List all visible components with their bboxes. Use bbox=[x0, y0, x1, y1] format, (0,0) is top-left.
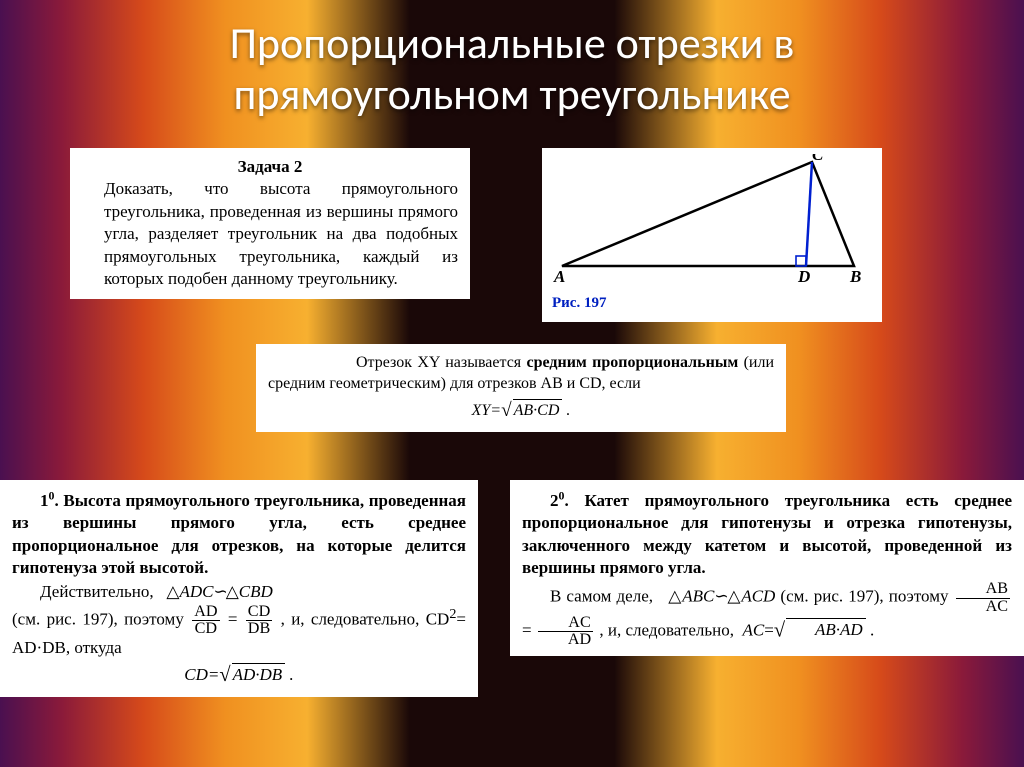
stmt2-rlhs: AC bbox=[742, 620, 764, 639]
card-task: Задача 2 Доказать, что высота прямоуголь… bbox=[70, 148, 470, 299]
label-B: B bbox=[849, 267, 861, 284]
stmt1-lead: Действительно, bbox=[40, 582, 154, 601]
def-bold: средним пропорциональным bbox=[527, 354, 739, 371]
title-line2: прямоугольном треугольнике bbox=[233, 67, 790, 121]
stmt2-lead: В самом деле, bbox=[550, 587, 653, 606]
stmt2-f2d: AD bbox=[538, 632, 593, 648]
stmt1-headline: Высота прямоугольного треугольника, пров… bbox=[12, 491, 466, 577]
triangle-diagram: A B C D bbox=[552, 154, 870, 284]
page-title: Пропорциональные отрезки в прямоугольном… bbox=[0, 18, 1024, 119]
def-lhs: XY bbox=[472, 402, 491, 419]
stmt1-f1n: AD bbox=[192, 604, 219, 621]
stmt1-ref: (см. рис. 197), поэтому bbox=[12, 609, 184, 628]
stmt2-rrhs: AB·AD bbox=[815, 620, 863, 639]
card-figure: A B C D Рис. 197 bbox=[542, 148, 882, 322]
card-definition: Отрезок XY называется средним пропорцион… bbox=[256, 344, 786, 432]
stmt2-tri1: ABC bbox=[682, 587, 714, 606]
card-statement-2: 20. Катет прямоугольного треугольника ес… bbox=[510, 480, 1024, 656]
def-formula: XY=√AB·CD . bbox=[268, 398, 774, 423]
stmt1-rrhs: AD·DB bbox=[233, 665, 283, 684]
label-A: A bbox=[553, 267, 565, 284]
stmt1-num: 1 bbox=[40, 491, 49, 510]
stmt1-tri1: ADC bbox=[179, 582, 213, 601]
stmt2-ref: (см. рис. 197), поэтому bbox=[780, 587, 948, 606]
task-body: Доказать, что высота прямоугольного треу… bbox=[104, 179, 458, 288]
stmt1-rlhs: CD bbox=[184, 665, 208, 684]
stmt2-headline: Катет прямоугольного треугольника есть с… bbox=[522, 491, 1012, 577]
stmt2-f2n: AC bbox=[538, 615, 593, 632]
def-rhs: AB·CD bbox=[514, 402, 560, 419]
stmt2-tri2: ACD bbox=[741, 587, 775, 606]
stmt2-f1n: AB bbox=[956, 581, 1010, 598]
stmt1-tri2: CBD bbox=[239, 582, 273, 601]
title-line1: Пропорциональные отрезки в bbox=[230, 16, 795, 70]
card-statement-1: 10. Высота прямоугольного треугольника, … bbox=[0, 480, 478, 697]
stmt2-tail: , и, следовательно, bbox=[599, 620, 734, 639]
def-lead: Отрезок XY называется bbox=[356, 354, 527, 371]
stmt1-tail: , и, следовательно, CD bbox=[281, 609, 450, 628]
stmt1-f2n: CD bbox=[246, 604, 272, 621]
stmt1-f2d: DB bbox=[246, 621, 272, 637]
label-C: C bbox=[812, 154, 824, 164]
stmt2-f1d: AC bbox=[956, 599, 1010, 615]
figure-caption: Рис. 197 bbox=[552, 294, 872, 314]
stmt2-num: 2 bbox=[550, 491, 559, 510]
label-D: D bbox=[797, 267, 810, 284]
stmt1-result: CD=√AD·DB . bbox=[12, 662, 466, 689]
task-label: Задача 2 bbox=[82, 156, 458, 178]
stmt1-f1d: CD bbox=[192, 621, 219, 637]
